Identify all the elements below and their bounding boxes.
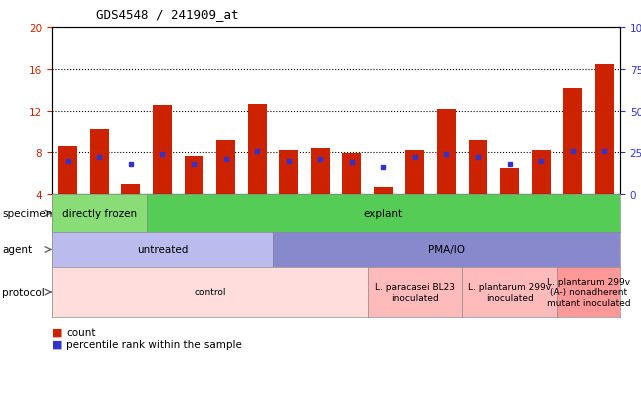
- Text: ■: ■: [52, 327, 63, 337]
- Bar: [121, 184, 140, 195]
- Bar: [500, 169, 519, 195]
- Bar: [153, 106, 172, 195]
- Text: specimen: specimen: [2, 209, 53, 218]
- Bar: [374, 187, 393, 195]
- Text: percentile rank within the sample: percentile rank within the sample: [66, 339, 242, 349]
- Text: explant: explant: [364, 209, 403, 218]
- Text: L. paracasei BL23
inoculated: L. paracasei BL23 inoculated: [375, 282, 455, 302]
- Bar: [405, 151, 424, 195]
- Bar: [90, 130, 109, 195]
- Bar: [247, 105, 267, 195]
- Text: untreated: untreated: [137, 245, 188, 255]
- Text: ■: ■: [52, 339, 63, 349]
- Bar: [311, 149, 329, 195]
- Text: GDS4548 / 241909_at: GDS4548 / 241909_at: [96, 9, 238, 21]
- Bar: [595, 64, 613, 195]
- Text: protocol: protocol: [2, 287, 45, 297]
- Text: PMA/IO: PMA/IO: [428, 245, 465, 255]
- Bar: [469, 140, 487, 195]
- Bar: [437, 110, 456, 195]
- Bar: [531, 151, 551, 195]
- Text: count: count: [66, 327, 96, 337]
- Text: control: control: [194, 288, 226, 297]
- Bar: [279, 151, 298, 195]
- Bar: [58, 147, 78, 195]
- Bar: [216, 140, 235, 195]
- Text: directly frozen: directly frozen: [62, 209, 137, 218]
- Text: L. plantarum 299v
inoculated: L. plantarum 299v inoculated: [468, 282, 551, 302]
- Bar: [563, 88, 582, 195]
- Text: L. plantarum 299v
(A-) nonadherent
mutant inoculated: L. plantarum 299v (A-) nonadherent mutan…: [547, 278, 630, 307]
- Bar: [185, 157, 203, 195]
- Text: agent: agent: [2, 245, 32, 255]
- Bar: [342, 154, 362, 195]
